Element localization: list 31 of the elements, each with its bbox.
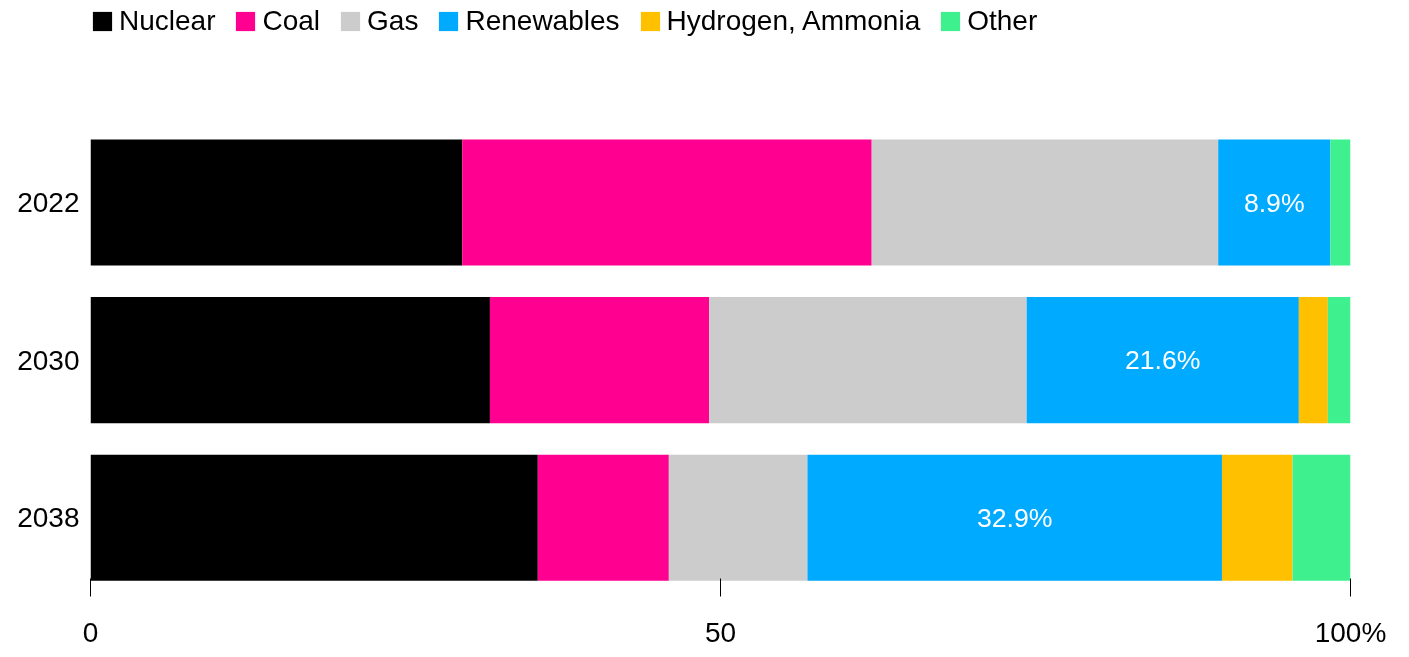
- bar: [709, 297, 1027, 424]
- bar: [1330, 139, 1351, 266]
- y-tick-label: 2038: [17, 502, 80, 534]
- bar: [1327, 297, 1351, 424]
- bar: [668, 454, 808, 581]
- bar: [462, 139, 872, 266]
- legend-label: Gas: [367, 5, 419, 37]
- legend-label: Hydrogen, Ammonia: [666, 5, 921, 37]
- bar: [90, 297, 490, 424]
- x-tick-label: 100%: [1314, 616, 1387, 648]
- legend-label: Other: [967, 5, 1038, 37]
- bar: [489, 297, 710, 424]
- x-tick-label: 50: [704, 616, 737, 648]
- bar: [871, 139, 1219, 266]
- data-label: 32.9%: [976, 502, 1053, 533]
- data-label: 21.6%: [1124, 345, 1201, 376]
- legend-label: Nuclear: [119, 5, 216, 37]
- bar: [1221, 454, 1293, 581]
- bar: [90, 139, 463, 266]
- bar: [807, 454, 1222, 581]
- legend-label: Renewables: [465, 5, 620, 37]
- bar: [1298, 297, 1328, 424]
- y-tick-label: 2022: [17, 187, 80, 218]
- bar: [1026, 297, 1299, 424]
- bar: [537, 454, 669, 581]
- x-tick-label: 0: [82, 616, 99, 648]
- legend-label: Coal: [262, 5, 321, 37]
- data-label: 8.9%: [1243, 187, 1305, 218]
- bar: [1218, 139, 1331, 266]
- y-tick-label: 2030: [17, 344, 80, 376]
- bar: [1292, 454, 1351, 581]
